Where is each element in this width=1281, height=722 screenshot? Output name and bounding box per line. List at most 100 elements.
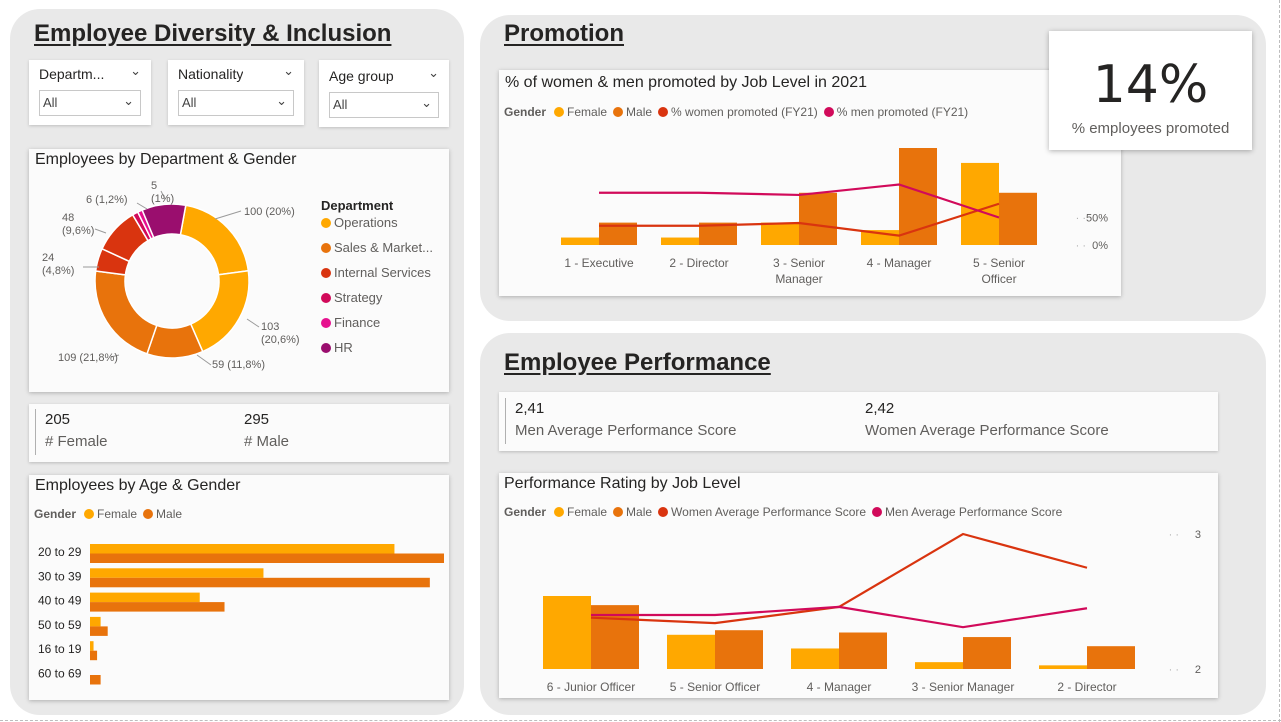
men-line-legend-dot [872, 507, 883, 517]
women-score-value: 2,42 [865, 400, 895, 417]
donut-legend-item-finance: Finance [334, 315, 380, 330]
age-group-slicer[interactable]: Age group ⌄ All ⌄ [319, 60, 449, 127]
bar-female-5-senior-officer [961, 162, 999, 245]
x-tick-label: 4 - Manager [867, 256, 932, 270]
x-tick-label: 2 - Director [1057, 680, 1116, 694]
donut-slice-hr-female [141, 203, 187, 239]
x-tick-label: 5 - Senior Officer [670, 680, 760, 694]
male-legend-dot [613, 107, 624, 117]
age-bar-male-60-to-69 [90, 675, 101, 685]
line-women-average-performance-score [590, 532, 1088, 625]
donut-data-label: 100 (20%) [244, 206, 295, 218]
performance-chart-title: Performance Rating by Job Level [504, 475, 741, 492]
x-tick-label: 2 - Director [669, 256, 728, 270]
department-slicer[interactable]: Departm... ⌄ All ⌄ [29, 60, 151, 125]
age-group-dropdown[interactable]: All ⌄ [329, 92, 439, 118]
age-bar-chart[interactable]: 20 to 29 30 to 39 40 to 49 50 to 59 16 to 19… [29, 475, 449, 700]
promotion-chart-title: % of women & men promoted by Job Level i… [505, 74, 867, 91]
chevron-down-icon[interactable]: ⌄ [130, 63, 141, 78]
bar-female-5-senior-officer [667, 634, 715, 669]
male-legend-dot [143, 509, 154, 519]
performance-legend-female: Female [567, 505, 608, 519]
performance-legend-title: Gender [504, 505, 547, 519]
age-tick-label: 50 to 59 [38, 618, 82, 632]
page-border-right [1279, 0, 1280, 722]
male-count-label: # Male [244, 433, 290, 450]
nationality-slicer[interactable]: Nationality ⌄ All ⌄ [168, 60, 304, 125]
chevron-down-icon[interactable]: ⌄ [428, 65, 439, 80]
bar-male-2-director [1087, 646, 1135, 669]
bar-female-6-junior-officer [543, 596, 591, 669]
bar-female-3-senior-manager [761, 222, 799, 245]
gender-kpi-card: 205 # Female 295 # Male [29, 404, 449, 462]
donut-legend-item-hr: HR [334, 340, 353, 355]
donut-legend-dot-sales-market [321, 243, 331, 253]
age-legend-title: Gender [34, 507, 77, 521]
age-tick-label: 40 to 49 [38, 594, 82, 608]
age-bar-male-30-to-39 [90, 577, 430, 588]
age-bar-female-30-to-39 [90, 568, 264, 578]
nationality-dropdown[interactable]: All ⌄ [178, 90, 294, 116]
donut-data-label: 6 (1,2%) [86, 194, 128, 206]
bar-female-2-director [1039, 665, 1087, 669]
female-legend-dot [554, 107, 565, 117]
nationality-dropdown-value: All [182, 95, 197, 110]
kpi-divider [505, 398, 506, 444]
promotion-kpi-card: 14% % employees promoted [1049, 31, 1252, 150]
donut-legend-title: Department [321, 198, 394, 213]
chevron-down-icon[interactable]: ⌄ [123, 93, 134, 108]
donut-data-label: 109 (21,8%) [58, 352, 118, 364]
donut-slice-operations-male [189, 269, 250, 353]
donut-legend-item-sales-market: Sales & Market... [334, 240, 433, 255]
male-count-value: 295 [244, 411, 270, 428]
age-bar-card: Employees by Age & Gender Gender Female … [29, 475, 449, 700]
promotion-kpi-value: 14% [1092, 55, 1209, 115]
donut-leader-line [136, 202, 148, 210]
donut-slice-sales-market-male [94, 270, 158, 355]
x-tick-label: 5 - Senior Officer [973, 256, 1025, 286]
y2-tick-label: 2 [1195, 664, 1201, 676]
donut-legend-dot-operations [321, 218, 331, 228]
chevron-down-icon[interactable]: ⌄ [283, 63, 294, 78]
bar-male-1-executive [599, 222, 637, 245]
chevron-down-icon[interactable]: ⌄ [276, 93, 287, 108]
female-legend-dot [554, 507, 565, 517]
women-line-legend-dot [658, 507, 669, 517]
donut-data-label: 5 (1%) [151, 180, 174, 205]
age-tick-label: 60 to 69 [38, 667, 82, 681]
x-tick-label: 6 - Junior Officer [547, 680, 635, 694]
donut-leader-line [94, 228, 107, 234]
y2-tick-dots: · · [1169, 664, 1179, 676]
promotion-legend-title: Gender [504, 105, 547, 119]
promotion-legend-female: Female [567, 105, 608, 119]
donut-leader-line [110, 354, 120, 358]
age-bar-female-20-to-29 [90, 544, 395, 554]
promotion-combo-chart[interactable]: 0%· ·50%· ·1 - Executive 2 - Director 3 - … [499, 70, 1121, 296]
bar-female-3-senior-manager [915, 662, 963, 669]
donut-data-label: 103 (20,6%) [261, 321, 300, 346]
performance-combo-chart[interactable]: 2 · · 3 · · 6 - Junior Officer 5 - Senior Off… [499, 473, 1218, 698]
department-dropdown[interactable]: All ⌄ [39, 90, 141, 116]
female-count-label: # Female [45, 433, 108, 450]
male-legend-dot [613, 507, 624, 517]
y2-tick-label: 3 [1195, 529, 1201, 541]
donut-chart[interactable]: 100 (20%) 103 (20,6%) 59 (11,8%) 109 (21,8%)… [29, 149, 449, 392]
department-donut-card: Employees by Department & Gender 100 (20… [29, 149, 449, 392]
promotion-legend-women: % women promoted (FY21) [671, 105, 818, 119]
kpi-divider [35, 409, 36, 455]
chevron-down-icon[interactable]: ⌄ [421, 95, 432, 110]
bar-male-5-senior-officer [999, 192, 1037, 245]
women-score-label: Women Average Performance Score [865, 422, 1109, 439]
x-tick-label: 1 - Executive [564, 256, 634, 270]
department-slicer-label: Departm... [39, 66, 105, 82]
promotion-legend-male: Male [626, 105, 653, 119]
y2-tick-dots: · · [1076, 213, 1086, 225]
donut-legend-dot-finance [321, 318, 331, 328]
diversity-heading: Employee Diversity & Inclusion [34, 20, 392, 47]
donut-slice-operations-female [179, 204, 250, 276]
performance-chart-card: Performance Rating by Job Level Gender F… [499, 473, 1218, 698]
age-bar-male-16-to-19 [90, 650, 98, 661]
donut-title: Employees by Department & Gender [35, 151, 297, 168]
female-count-value: 205 [45, 411, 71, 428]
